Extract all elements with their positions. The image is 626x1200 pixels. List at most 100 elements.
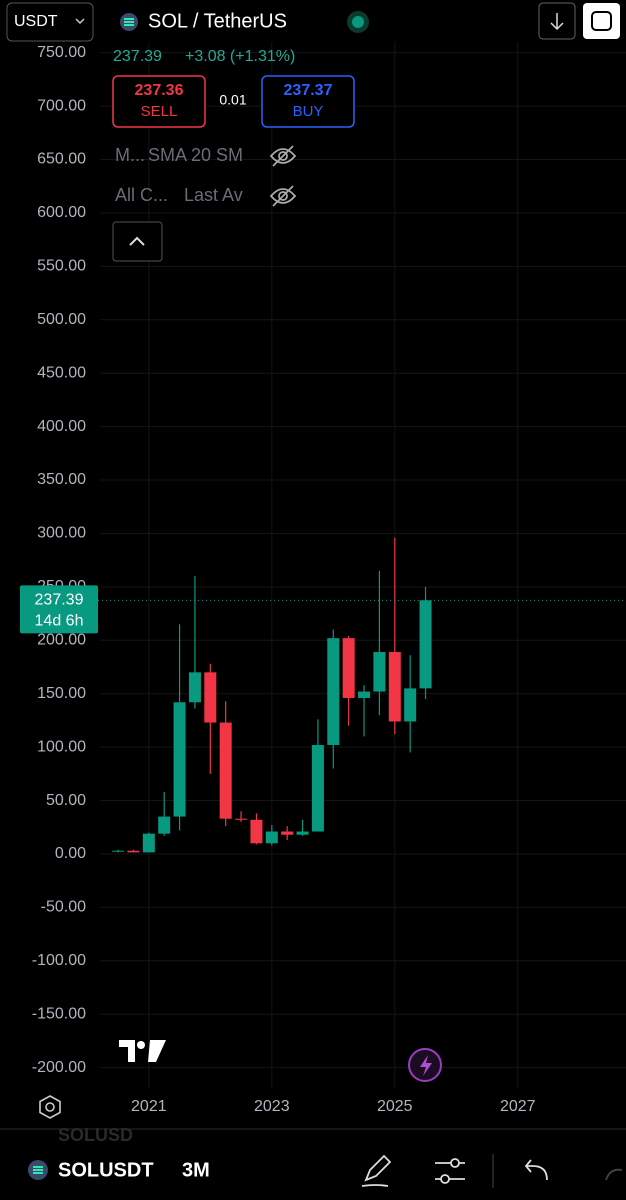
pencil-line xyxy=(361,1184,389,1187)
sell-label: SELL xyxy=(141,103,178,120)
indicator-name[interactable]: M... xyxy=(115,145,145,165)
candle-body xyxy=(358,691,371,698)
y-tick-label: 400.00 xyxy=(37,418,86,435)
y-tick-label: 150.00 xyxy=(37,685,86,702)
indicator-name[interactable]: All C... xyxy=(115,185,168,205)
sell-button[interactable] xyxy=(112,75,206,128)
y-tick-label: 300.00 xyxy=(37,525,86,542)
buy-price: 237.37 xyxy=(284,82,333,99)
lightning-icon xyxy=(420,1055,432,1076)
fullscreen-button[interactable] xyxy=(583,3,620,39)
chevron-up xyxy=(129,236,145,246)
logo-mark xyxy=(124,18,134,26)
y-tick-label: 0.00 xyxy=(55,845,86,862)
draw-button[interactable] xyxy=(361,1154,392,1187)
candle-body xyxy=(373,652,386,692)
candle-body xyxy=(311,744,324,832)
y-tick-label: -200.00 xyxy=(32,1059,86,1076)
indicators-button[interactable] xyxy=(435,1158,465,1184)
logo-part xyxy=(148,1040,166,1062)
candle-body xyxy=(281,831,294,835)
sell-price: 237.36 xyxy=(135,82,184,99)
candle-body xyxy=(127,850,140,853)
header: USDT SOL / TetherUS 237.39 +3.08 (+1.31%… xyxy=(6,2,620,262)
price: 237.39 xyxy=(113,48,162,65)
candle-body xyxy=(250,819,263,844)
eye-strike xyxy=(272,145,294,167)
y-tick-label: 700.00 xyxy=(37,97,86,114)
y-tick-label: -150.00 xyxy=(32,1005,86,1022)
last-price-label: 237.39 xyxy=(35,592,84,609)
dropdown-icon xyxy=(75,18,85,25)
x-tick-label: 2021 xyxy=(131,1098,167,1115)
y-tick-label: 50.00 xyxy=(46,792,86,809)
status-dot xyxy=(352,16,364,28)
slider-knob xyxy=(450,1158,460,1168)
footer: SOLUSD SOLUSDT 3M xyxy=(0,1125,626,1188)
undo-button[interactable] xyxy=(524,1159,548,1181)
candle-body xyxy=(204,672,217,723)
fullscreen-icon xyxy=(591,11,612,31)
x-tick-label: 2023 xyxy=(254,1098,290,1115)
footer-symbol[interactable]: SOLUSDT xyxy=(58,1159,154,1181)
indicator-params: SMA 20 SM xyxy=(148,145,243,165)
hex-center xyxy=(45,1102,55,1112)
candle-body xyxy=(342,638,355,698)
redo-button[interactable] xyxy=(605,1168,623,1181)
slider-knob xyxy=(440,1174,450,1184)
hidden-icon[interactable] xyxy=(269,145,297,167)
y-tick-label: 750.00 xyxy=(37,44,86,61)
download-icon xyxy=(550,13,564,31)
eye-strike xyxy=(272,185,294,207)
candle-body xyxy=(173,702,186,817)
settings-button[interactable] xyxy=(39,1095,61,1119)
spread: 0.01 xyxy=(219,92,246,108)
candle-body xyxy=(235,818,248,820)
logo-part xyxy=(119,1040,135,1062)
y-tick-label: 550.00 xyxy=(37,258,86,275)
indicator-params: Last Av xyxy=(184,185,243,205)
hidden-icon[interactable] xyxy=(269,185,297,207)
y-tick-label: 350.00 xyxy=(37,471,86,488)
y-tick-label: 500.00 xyxy=(37,311,86,328)
candle-body xyxy=(158,816,171,834)
candle-body xyxy=(388,652,401,722)
last-price-box xyxy=(20,585,98,634)
tv-logo xyxy=(119,1040,166,1062)
logo-part xyxy=(137,1041,145,1049)
ghost-symbol: SOLUSD xyxy=(58,1125,133,1145)
countdown: 14d 6h xyxy=(35,613,84,630)
candle-body xyxy=(419,600,432,689)
currency: USDT xyxy=(14,13,58,30)
candle-body xyxy=(404,688,417,722)
logo-mark xyxy=(33,1166,43,1174)
currency-select[interactable] xyxy=(6,2,94,42)
candle-body xyxy=(219,722,232,819)
slider-lines xyxy=(435,1162,465,1180)
collapse-button[interactable] xyxy=(112,221,163,262)
price-change: +3.08 (+1.31%) xyxy=(185,48,295,65)
candle-body xyxy=(296,831,309,835)
y-tick-label: 200.00 xyxy=(37,632,86,649)
y-tick-label: 450.00 xyxy=(37,364,86,381)
buy-label: BUY xyxy=(293,103,324,120)
candle-body xyxy=(142,833,155,853)
candle-body xyxy=(265,831,278,844)
hex-icon xyxy=(39,1095,61,1119)
x-tick-label: 2027 xyxy=(500,1098,536,1115)
buy-button[interactable] xyxy=(261,75,355,128)
candle-body xyxy=(327,638,340,745)
y-tick-label: 650.00 xyxy=(37,151,86,168)
x-tick-label: 2025 xyxy=(377,1098,413,1115)
y-tick-label: 100.00 xyxy=(37,738,86,755)
symbol[interactable]: SOL / TetherUS xyxy=(148,10,287,32)
eye-pupil xyxy=(278,191,288,201)
y-tick-label: -50.00 xyxy=(41,899,86,916)
pencil-icon xyxy=(364,1154,392,1182)
candle-body xyxy=(188,672,201,703)
y-tick-label: -100.00 xyxy=(32,952,86,969)
interval[interactable]: 3M xyxy=(182,1159,210,1181)
